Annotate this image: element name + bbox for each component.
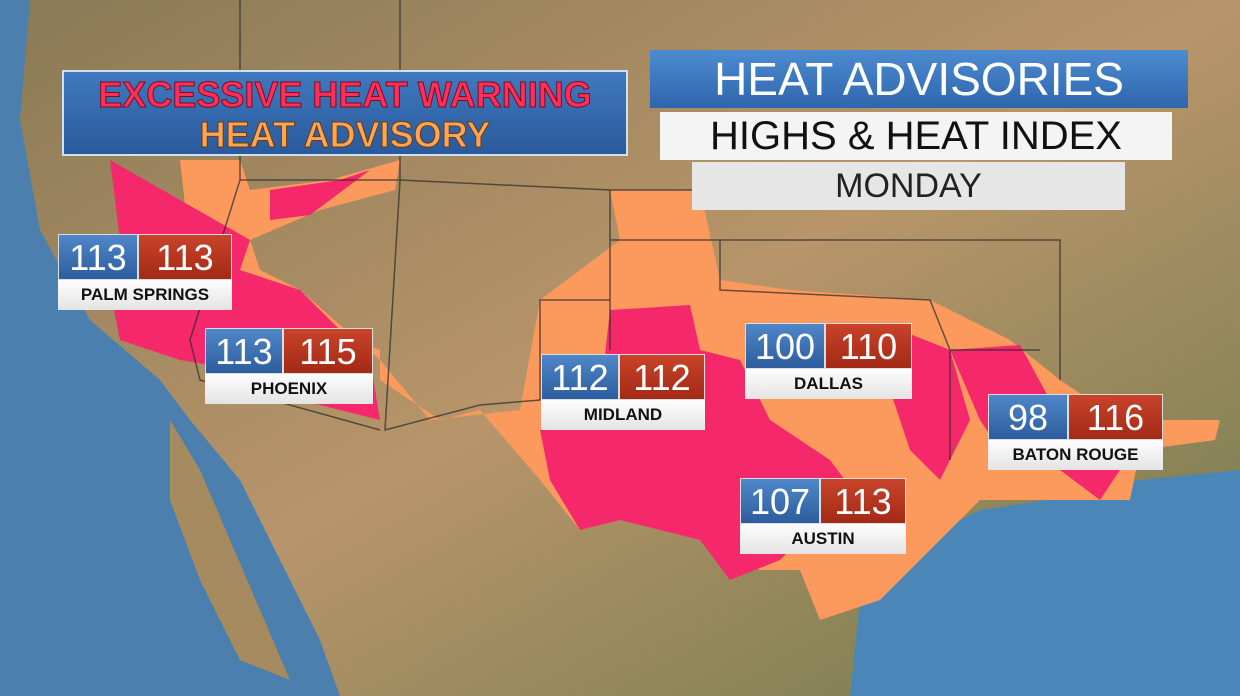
city-name: PALM SPRINGS	[58, 280, 232, 310]
warning-area-north	[270, 170, 370, 220]
day: MONDAY	[692, 162, 1125, 210]
heat-index: 116	[1068, 394, 1163, 440]
city-name: MIDLAND	[541, 400, 705, 430]
heat-index: 112	[619, 354, 705, 400]
legend: EXCESSIVE HEAT WARNING HEAT ADVISORY	[62, 70, 628, 156]
high-temp: 113	[58, 234, 138, 280]
heat-index: 115	[283, 328, 373, 374]
heat-index: 110	[825, 323, 912, 369]
high-temp: 100	[745, 323, 825, 369]
legend-advisory: HEAT ADVISORY	[199, 114, 491, 155]
baja	[170, 420, 290, 680]
city-name: PHOENIX	[205, 374, 373, 404]
title: HEAT ADVISORIES	[650, 50, 1188, 108]
subtitle: HIGHS & HEAT INDEX	[660, 112, 1172, 160]
pacific-ocean	[0, 0, 340, 696]
high-temp: 112	[541, 354, 619, 400]
high-temp: 107	[740, 478, 820, 524]
legend-warning: EXCESSIVE HEAT WARNING	[98, 74, 592, 115]
city-name: AUSTIN	[740, 524, 906, 554]
city-name: BATON ROUGE	[988, 440, 1163, 470]
high-temp: 98	[988, 394, 1068, 440]
city-name: DALLAS	[745, 369, 912, 399]
heat-index: 113	[820, 478, 906, 524]
high-temp: 113	[205, 328, 283, 374]
heat-index: 113	[138, 234, 232, 280]
